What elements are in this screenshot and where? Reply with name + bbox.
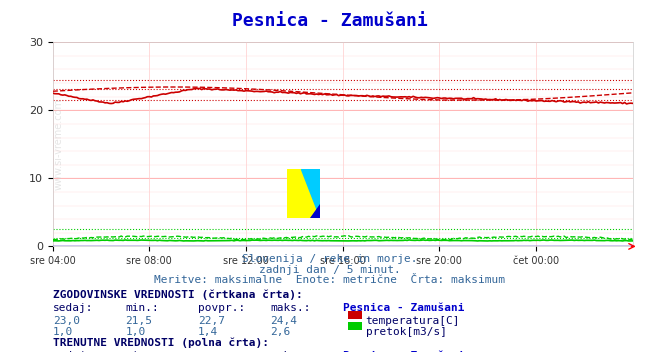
Text: Pesnica - Zamušani: Pesnica - Zamušani — [231, 12, 428, 30]
Text: temperatura[C]: temperatura[C] — [366, 316, 460, 326]
Text: maks.:: maks.: — [270, 351, 310, 352]
Polygon shape — [310, 205, 320, 218]
Text: 21,5: 21,5 — [125, 316, 152, 326]
Text: ZGODOVINSKE VREDNOSTI (črtkana črta):: ZGODOVINSKE VREDNOSTI (črtkana črta): — [53, 289, 302, 300]
Text: maks.:: maks.: — [270, 303, 310, 313]
Text: sedaj:: sedaj: — [53, 303, 93, 313]
Text: 2,6: 2,6 — [270, 327, 291, 337]
Text: Pesnica - Zamušani: Pesnica - Zamušani — [343, 351, 464, 352]
Text: Slovenija / reke in morje.: Slovenija / reke in morje. — [242, 254, 417, 264]
Text: 1,0: 1,0 — [125, 327, 146, 337]
Text: min.:: min.: — [125, 303, 159, 313]
Text: povpr.:: povpr.: — [198, 303, 245, 313]
Text: Pesnica - Zamušani: Pesnica - Zamušani — [343, 303, 464, 313]
Text: min.:: min.: — [125, 351, 159, 352]
Text: 24,4: 24,4 — [270, 316, 297, 326]
Text: 1,0: 1,0 — [53, 327, 73, 337]
Polygon shape — [302, 169, 320, 218]
Text: Meritve: maksimalne  Enote: metrične  Črta: maksimum: Meritve: maksimalne Enote: metrične Črta… — [154, 275, 505, 285]
Text: zadnji dan / 5 minut.: zadnji dan / 5 minut. — [258, 265, 401, 275]
Text: 1,4: 1,4 — [198, 327, 218, 337]
Text: www.si-vreme.com: www.si-vreme.com — [53, 98, 63, 190]
Text: 23,0: 23,0 — [53, 316, 80, 326]
Text: povpr.:: povpr.: — [198, 351, 245, 352]
Text: TRENUTNE VREDNOSTI (polna črta):: TRENUTNE VREDNOSTI (polna črta): — [53, 338, 269, 348]
Text: sedaj:: sedaj: — [53, 351, 93, 352]
Text: 22,7: 22,7 — [198, 316, 225, 326]
Text: pretok[m3/s]: pretok[m3/s] — [366, 327, 447, 337]
